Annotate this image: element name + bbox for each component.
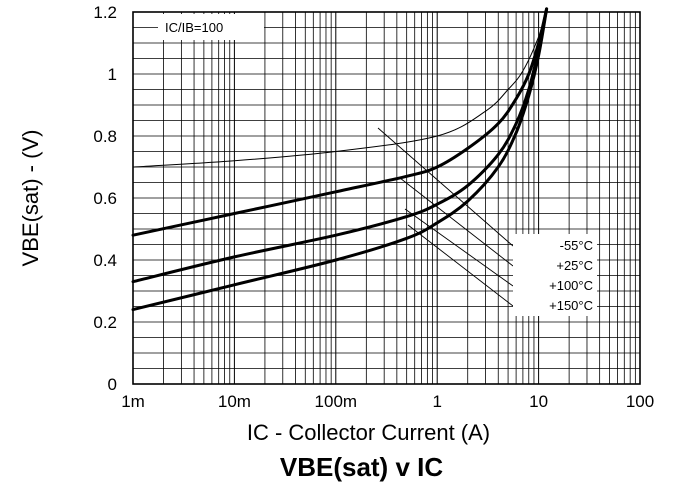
legend: -55°C +25°C +100°C +150°C — [513, 234, 597, 316]
series-line-1 — [132, 8, 548, 168]
y-tick-label: 0.6 — [93, 189, 117, 208]
legend-background — [513, 234, 597, 316]
series-line-2 — [131, 7, 549, 237]
x-tick-label: 100 — [626, 392, 654, 411]
legend-entry: +25°C — [556, 258, 593, 273]
y-tick-label: 1.2 — [93, 3, 117, 22]
x-tick-label: 10 — [529, 392, 548, 411]
y-tick-labels: 0 0.2 0.4 0.6 0.8 1 1.2 — [93, 3, 117, 394]
x-tick-labels: 1m 10m 100m 1 10 100 — [121, 392, 654, 411]
legend-leader-lines — [377, 127, 514, 307]
y-tick-label: 0.4 — [93, 251, 117, 270]
series-line-4 — [131, 7, 549, 312]
y-axis-label: VBE(sat) - (V) — [18, 130, 43, 267]
legend-entry: +150°C — [549, 298, 593, 313]
legend-leader-line — [404, 208, 514, 287]
legend-leader-line — [407, 224, 514, 307]
series-lines — [131, 7, 549, 312]
y-tick-label: 0.2 — [93, 313, 117, 332]
y-tick-label: 1 — [108, 65, 117, 84]
x-tick-label: 1m — [121, 392, 145, 411]
grid-lines — [133, 12, 640, 384]
legend-entry: +100°C — [549, 278, 593, 293]
series-line-3 — [131, 7, 549, 284]
legend-leader-line — [377, 127, 514, 247]
y-tick-label: 0 — [108, 375, 117, 394]
annotation-text: IC/IB=100 — [165, 20, 223, 35]
x-tick-label: 10m — [218, 392, 251, 411]
legend-entry: -55°C — [560, 238, 593, 253]
y-tick-label: 0.8 — [93, 127, 117, 146]
chart-title: VBE(sat) v IC — [280, 452, 443, 482]
x-tick-label: 1 — [432, 392, 441, 411]
x-axis-label: IC - Collector Current (A) — [247, 420, 490, 445]
annotation-background — [158, 14, 264, 40]
plot-frame — [132, 11, 641, 385]
x-tick-label: 100m — [315, 392, 358, 411]
annotation-box: IC/IB=100 — [158, 14, 264, 40]
legend-leader-line — [399, 177, 514, 267]
